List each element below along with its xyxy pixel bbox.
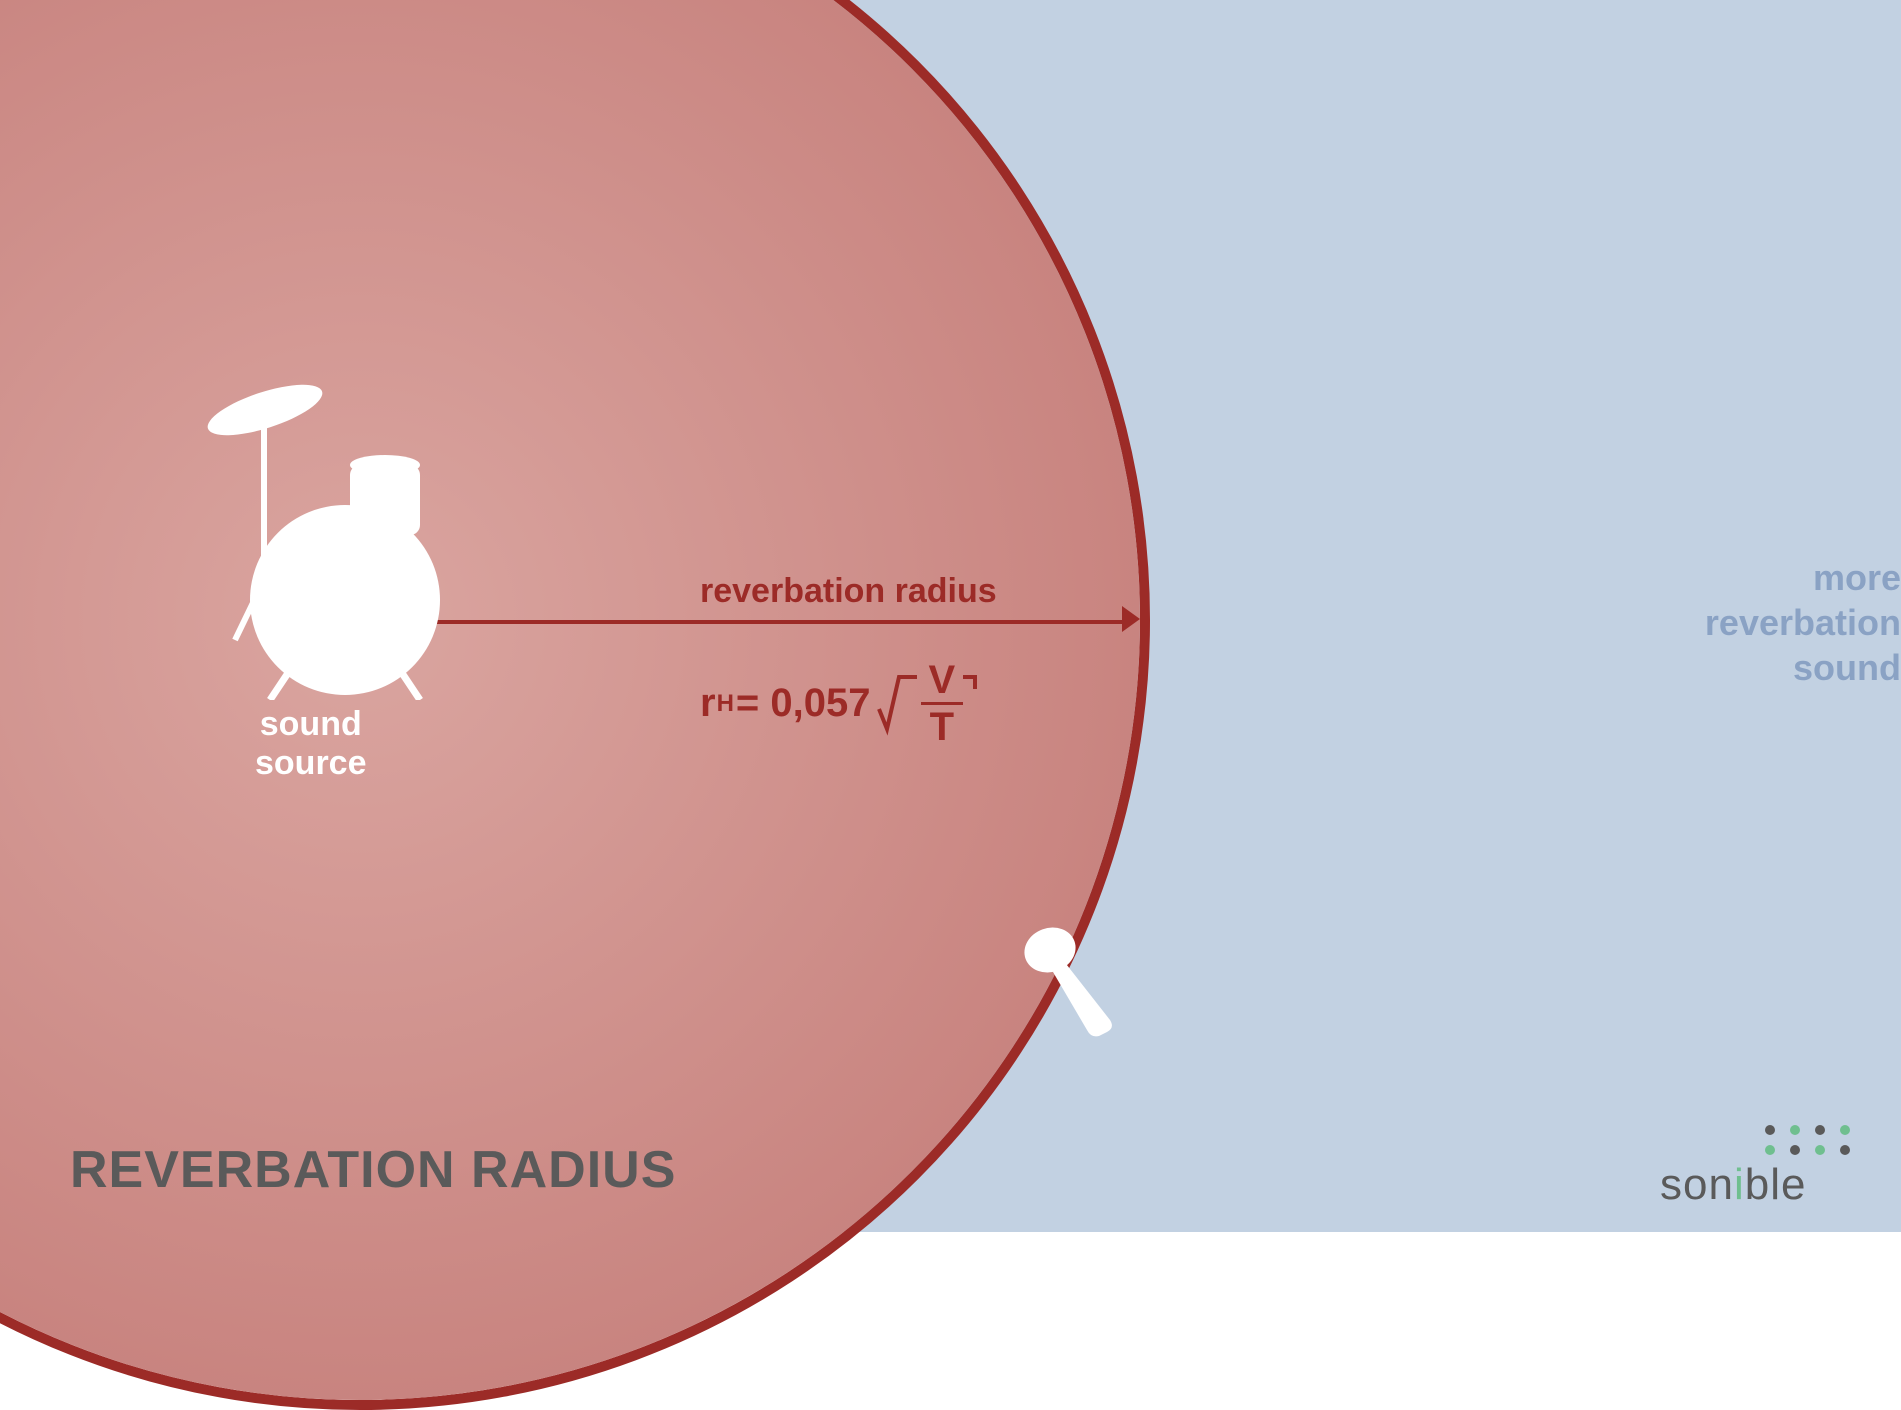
formula: rH = 0,057 V T [700, 660, 977, 747]
microphone-icon [1015, 920, 1125, 1040]
formula-numerator: V [921, 660, 964, 705]
radius-arrow-head [1122, 606, 1140, 632]
sonible-logo: sonible [1660, 1120, 1860, 1210]
formula-r: r [700, 681, 716, 726]
formula-denominator: T [922, 705, 962, 747]
formula-fraction: V T [921, 660, 964, 747]
formula-equals: = 0,057 [736, 681, 871, 726]
drumkit-icon [195, 370, 455, 700]
formula-sub: H [717, 690, 734, 718]
sound-source-label: sound source [255, 705, 367, 783]
more-reverberation-label: more reverbation sound [1630, 555, 1901, 690]
formula-radical: V T [877, 660, 978, 747]
radius-arrow [385, 620, 1122, 624]
logo-text: sonible [1660, 1160, 1860, 1210]
diagram-title: REVERBATION RADIUS [70, 1140, 676, 1200]
radius-label: reverbation radius [700, 572, 997, 611]
